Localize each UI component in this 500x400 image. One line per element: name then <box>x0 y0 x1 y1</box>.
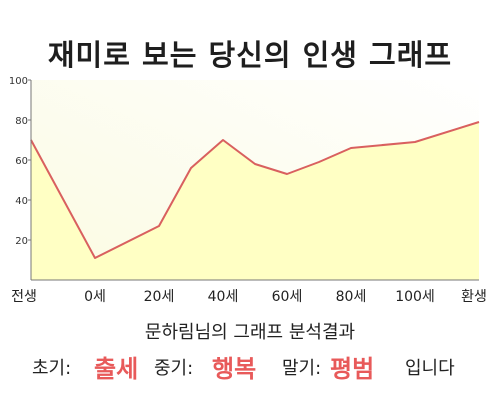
late-value: 평범 <box>330 355 375 383</box>
y-tick-label: 40 <box>15 196 28 207</box>
early-value: 출세 <box>94 355 139 383</box>
middle-value: 행복 <box>212 355 257 383</box>
x-tick-label: 환생 <box>461 289 487 305</box>
early-label: 초기: <box>32 358 72 379</box>
x-tick-label: 100세 <box>395 289 435 305</box>
life-graph-chart: 20 40 60 80 100 전생 0세 20세 40세 60세 80세 100세 환생 <box>9 76 487 305</box>
y-tick-label: 80 <box>15 116 28 127</box>
middle-label: 중기: <box>154 358 194 379</box>
result-summary: 초기: 출세 중기: 행복 말기: 평범 입니다 <box>0 346 500 383</box>
x-tick-label: 40세 <box>208 289 239 305</box>
life-line <box>30 121 480 259</box>
x-tick-label: 20세 <box>144 289 175 305</box>
y-tick-label: 20 <box>15 236 28 247</box>
y-tick-label: 60 <box>15 156 28 167</box>
x-tick-label: 60세 <box>272 289 303 305</box>
y-tick-label: 100 <box>9 76 28 87</box>
x-tick-label: 전생 <box>11 289 37 305</box>
chart-title: 재미로 보는 당신의 인생 그래프 <box>47 38 453 72</box>
late-label: 말기: <box>282 358 322 379</box>
x-tick-label: 80세 <box>336 289 367 305</box>
result-heading: 문하림님의 그래프 분석결과 <box>144 322 356 343</box>
result-suffix: 입니다 <box>405 358 455 379</box>
x-tick-label: 0세 <box>84 289 106 305</box>
life-area-fill <box>31 122 479 280</box>
